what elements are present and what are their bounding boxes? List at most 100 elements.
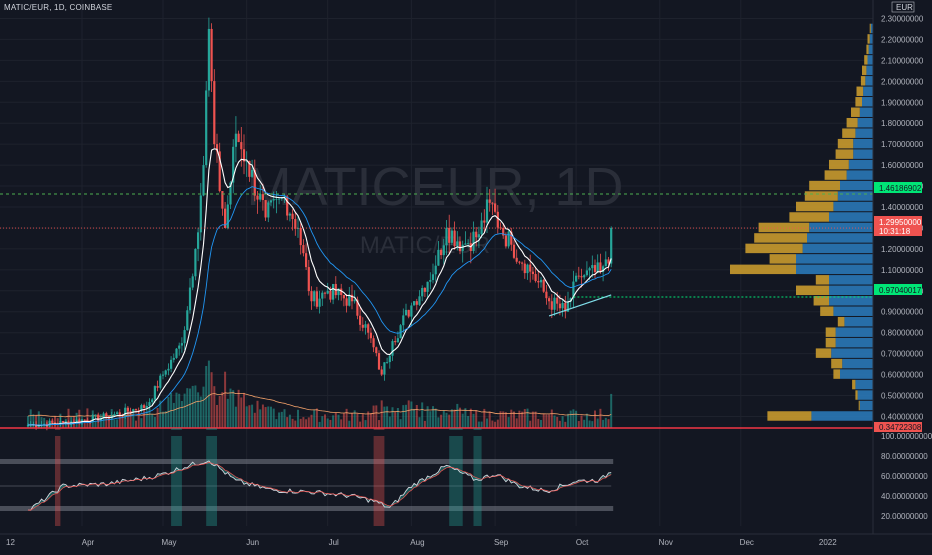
volume-bar [558, 420, 561, 428]
oscillator-tick-label: 60.00000000 [881, 472, 928, 481]
volume-bar [315, 408, 318, 428]
candle-body [504, 235, 507, 247]
price-tick-label: 1.20000000 [881, 245, 924, 254]
symbol-title: MATIC/EUR, 1D, COINBASE [4, 3, 113, 12]
volume-bar [513, 411, 515, 428]
candle-body [318, 298, 321, 307]
volume-bar [261, 404, 264, 428]
volume-bar [585, 413, 588, 428]
price-tick-label: 0.40000000 [881, 412, 924, 421]
volume-bar [518, 410, 521, 428]
candle-body [477, 234, 480, 238]
candle-body [337, 288, 340, 296]
candle-body [242, 149, 246, 162]
candle-body [188, 287, 192, 311]
volume-bar [256, 400, 259, 428]
candle-body [364, 324, 367, 328]
volume-bar [356, 413, 359, 428]
volume-bar [205, 366, 208, 428]
candle-body [178, 345, 181, 349]
volume-bar [299, 418, 302, 428]
candle-body [483, 220, 486, 223]
volume-bar [564, 421, 567, 428]
volume-bar [459, 407, 461, 428]
candle-body [359, 315, 362, 325]
volume-bar [310, 414, 313, 428]
last-price-tag-bg [874, 216, 922, 236]
volume-bar [324, 414, 326, 428]
candle-body [542, 279, 545, 292]
volume-bar [486, 418, 488, 428]
candle-body [280, 198, 283, 199]
candle-body [224, 208, 227, 228]
oscillator-pane [0, 428, 614, 526]
volume-profile-buy [835, 337, 873, 348]
candle-body [202, 165, 205, 196]
volume-bar [180, 401, 183, 428]
candle-body [461, 244, 464, 252]
volume-bar [394, 412, 397, 428]
candle-body [429, 279, 432, 282]
candle-body [464, 243, 467, 245]
candle-body [326, 290, 329, 294]
currency-box[interactable]: EUR [891, 1, 915, 13]
volume-profile-buy [796, 254, 873, 264]
volume-profile-buy [855, 128, 873, 138]
volume-bar [159, 400, 162, 428]
volume-bar [445, 412, 448, 428]
volume-bar [237, 389, 240, 428]
candle-body [210, 28, 213, 82]
volume-profile-buy [802, 243, 873, 254]
volume-bar [288, 414, 291, 428]
volume-bar [575, 410, 578, 428]
candle-body [26, 424, 30, 427]
volume-profile-buy [833, 201, 873, 212]
candle-body [512, 244, 516, 258]
price-tick-label: 1.10000000 [881, 266, 924, 275]
candle-body [529, 264, 532, 272]
highlight-marker [55, 428, 61, 430]
volume-bar [415, 404, 418, 428]
volume-bar [121, 416, 124, 428]
support-tag-bg [874, 284, 922, 295]
candle-body [329, 290, 332, 300]
volume-bar [453, 409, 456, 428]
volume-profile-sell [837, 316, 845, 327]
price-tick-label: 0.70000000 [881, 350, 924, 359]
volume-profile-buy [807, 233, 873, 243]
candle-body [264, 200, 267, 218]
volume-bar [32, 414, 35, 428]
candle-body [140, 405, 143, 411]
candlesticks[interactable] [26, 17, 613, 431]
volume-bar [423, 420, 426, 428]
candle-body [345, 298, 348, 306]
candle-body [134, 409, 138, 411]
volume-profile-buy [811, 411, 873, 421]
volume-profile-sell [851, 107, 860, 117]
candle-body [372, 338, 375, 348]
candle-body [507, 231, 510, 247]
volume-bar [178, 393, 181, 428]
volume-bar [94, 421, 97, 428]
candle-body [564, 303, 567, 312]
highlight-marker [206, 428, 217, 430]
candle-body [394, 341, 397, 343]
candle-body [94, 414, 97, 416]
candle-body [572, 281, 575, 299]
volume-bar [307, 417, 310, 428]
candle-body [583, 275, 586, 278]
volume-bar [499, 411, 502, 428]
volume-bar [167, 397, 170, 428]
volume-bar [329, 419, 332, 428]
volume-bar [507, 417, 510, 428]
candle-body [164, 370, 167, 375]
candle-body [151, 399, 154, 403]
candle-body [105, 413, 108, 417]
volume-bar [259, 409, 262, 428]
volume-profile-sell [829, 159, 849, 170]
oscillator-line [27, 460, 612, 511]
volume-bar [275, 419, 278, 428]
candle-body [124, 407, 127, 415]
